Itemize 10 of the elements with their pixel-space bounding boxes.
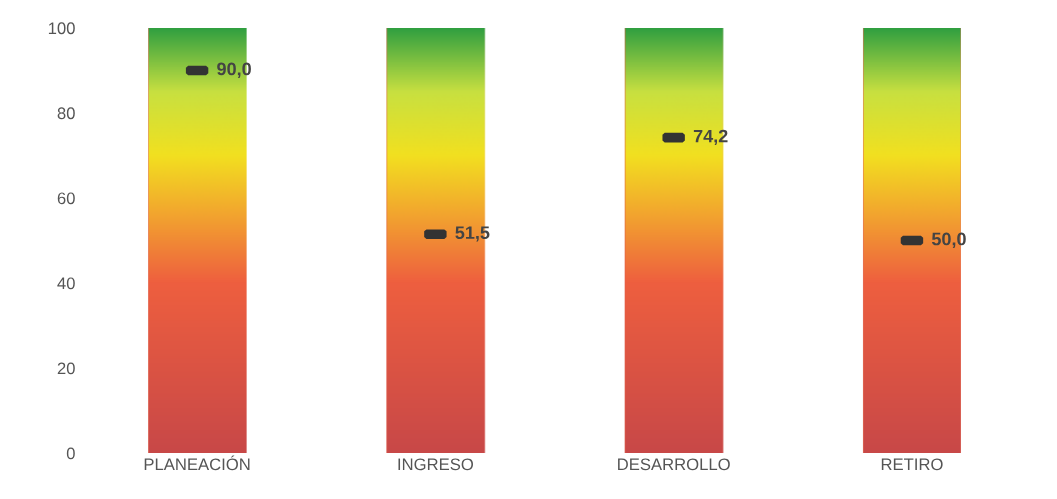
- y-tick-label: 100: [48, 22, 75, 35]
- y-tick-label: 0: [66, 447, 75, 460]
- x-tick-label: PLANEACIÓN: [144, 455, 250, 471]
- y-tick-label: 60: [57, 192, 75, 205]
- x-tick-label: INGRESO: [398, 458, 474, 471]
- x-tick-label: RETIRO: [881, 458, 943, 471]
- y-tick-label: 20: [57, 362, 75, 375]
- x-tick-label: DESARROLLO: [618, 458, 730, 471]
- y-tick-label: 40: [57, 277, 75, 290]
- y-tick-label: 80: [57, 107, 75, 120]
